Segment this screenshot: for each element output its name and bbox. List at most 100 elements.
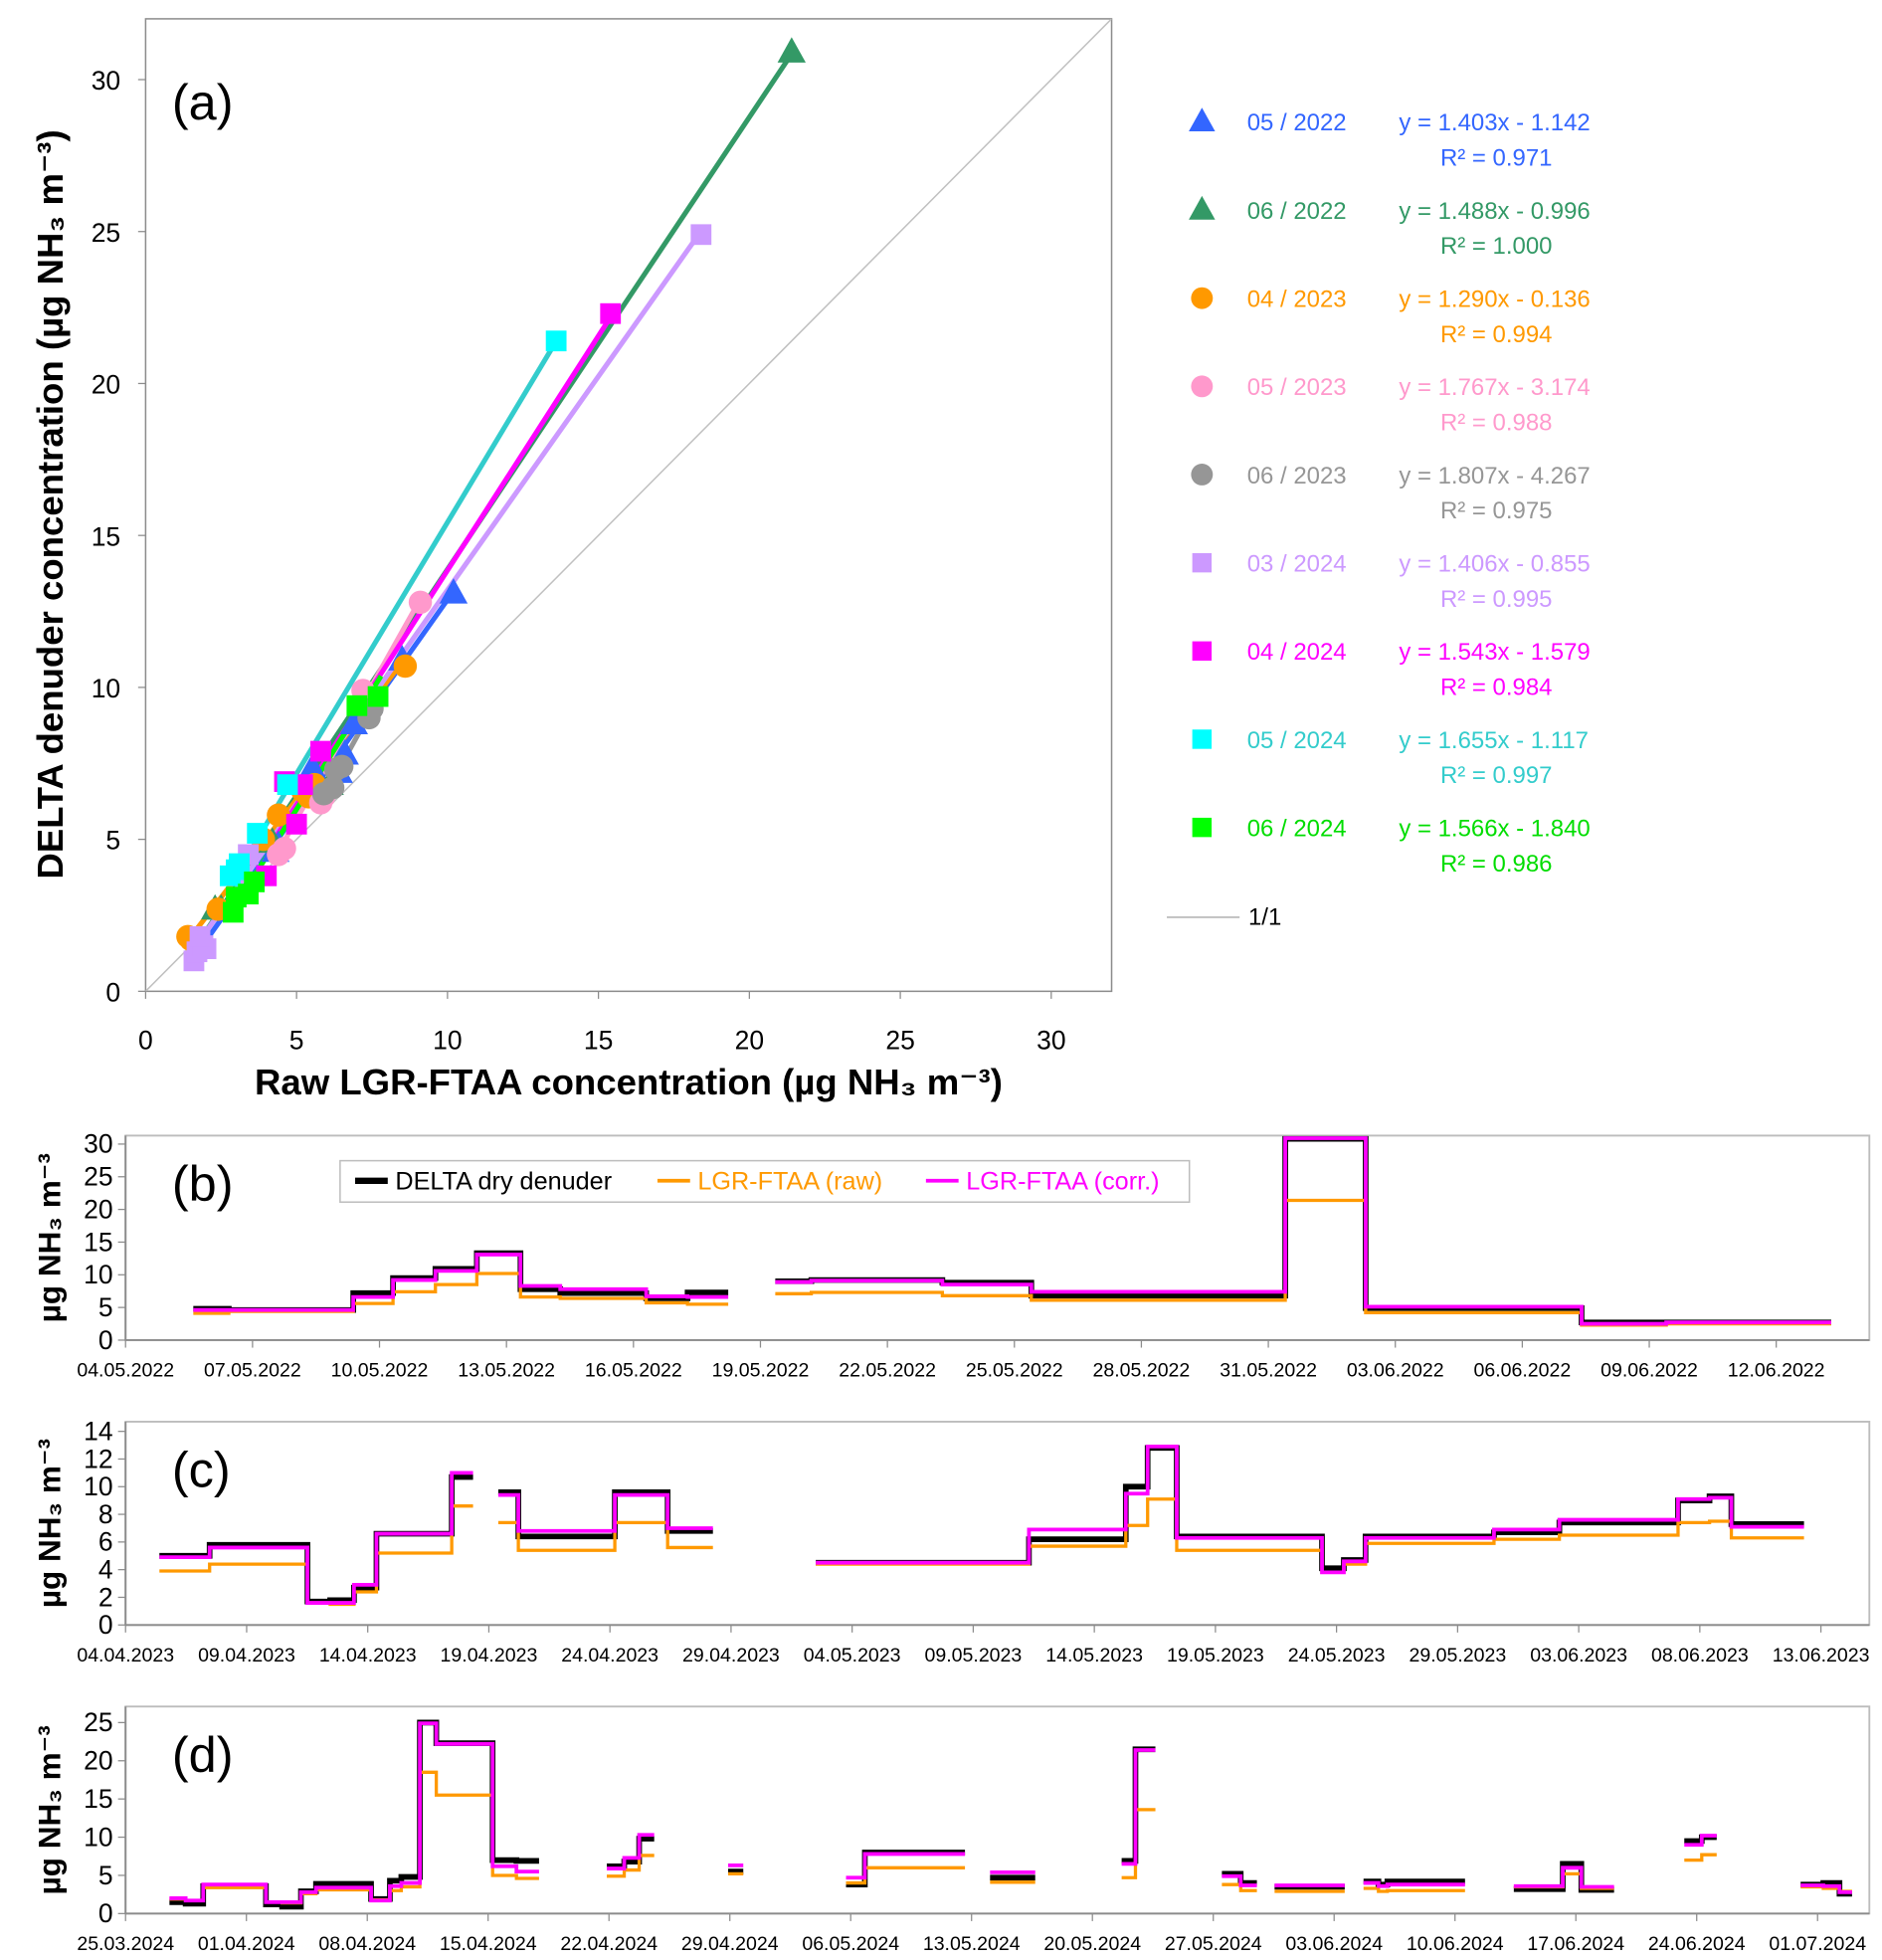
corr-step-line	[159, 1445, 1804, 1605]
legend-equation: y = 1.403x - 1.142	[1399, 109, 1590, 136]
data-point	[320, 775, 345, 800]
legend-equation: y = 1.655x - 1.117	[1399, 727, 1589, 754]
x-tick-label: 16.05.2022	[585, 1360, 682, 1382]
legend-entry: 05 / 2024 y = 1.655x - 1.117 R² = 0.997	[1192, 727, 1589, 789]
x-tick-label: 24.04.2023	[561, 1645, 659, 1666]
y-tick-label: 8	[98, 1499, 113, 1529]
legend-r-squared: R² = 0.995	[1440, 586, 1553, 613]
legend-period: 03 / 2024	[1247, 550, 1347, 577]
y-tick-label: 6	[98, 1527, 113, 1557]
legend-entry: 05 / 2022 y = 1.403x - 1.142 R² = 0.971	[1189, 107, 1591, 171]
square-legend-icon	[1192, 817, 1213, 838]
corr-step-line	[169, 1721, 1852, 1904]
y-tick-label: 25	[92, 218, 120, 248]
y-tick-label: 15	[92, 521, 120, 551]
series-corr	[169, 1721, 1852, 1904]
legend-r-squared: R² = 1.000	[1440, 233, 1553, 260]
data-point	[297, 754, 326, 780]
data-point	[267, 803, 290, 827]
series-corr	[159, 1445, 1804, 1605]
legend-entry-one-to-one: 1/1	[1167, 904, 1281, 931]
y-tick-label: 20	[84, 1746, 112, 1776]
legend-period: 05 / 2022	[1247, 109, 1347, 136]
x-tick-label: 27.05.2024	[1165, 1933, 1262, 1955]
legend-period: 05 / 2023	[1247, 374, 1347, 401]
data-point	[247, 823, 269, 844]
x-tick-label: 17.06.2024	[1527, 1933, 1624, 1955]
y-tick-label: 2	[98, 1582, 113, 1612]
x-tick-label: 06.06.2022	[1473, 1360, 1571, 1382]
y-axis-title: DELTA denuder concentration (µg NH₃ m⁻³)	[30, 129, 71, 879]
data-point	[346, 694, 368, 716]
x-tick-label: 04.04.2023	[77, 1645, 174, 1666]
x-tick-label: 25.03.2024	[77, 1933, 174, 1955]
x-tick-label: 24.05.2023	[1288, 1645, 1386, 1666]
x-tick-label: 15	[584, 1025, 613, 1055]
x-tick-label: 10.05.2022	[331, 1360, 429, 1382]
data-point	[273, 837, 296, 861]
x-tick-label: 01.07.2024	[1769, 1933, 1866, 1955]
timeseries-panel-d: 25.03.2024 01.04.2024 08.04.2024 15.04.2024…	[32, 1705, 1871, 1955]
x-tick-label: 5	[289, 1025, 304, 1055]
x-tick-label: 30	[1036, 1025, 1065, 1055]
data-point	[408, 590, 433, 615]
x-tick-label: 0	[138, 1025, 153, 1055]
x-axis-title: Raw LGR-FTAA concentration (µg NH₃ m⁻³)	[255, 1062, 1003, 1102]
legend: DELTA dry denuder LGR-FTAA (raw) LGR-FTAA …	[339, 1159, 1191, 1203]
y-axis-title: µg NH₃ m⁻³	[32, 1725, 68, 1894]
circle-legend-icon	[1191, 375, 1214, 398]
y-tick-label: 0	[105, 977, 120, 1007]
x-tick-label: 10	[433, 1025, 462, 1055]
legend-r-squared: R² = 0.971	[1440, 144, 1553, 171]
y-tick-label: 10	[84, 1822, 112, 1852]
circle-legend-icon	[1191, 464, 1214, 486]
y-tick-label: 14	[84, 1417, 112, 1447]
y-tick-label: 25	[84, 1707, 112, 1737]
legend-label: DELTA dry denuder	[395, 1168, 612, 1196]
data-point	[229, 853, 250, 875]
legend-r-squared: R² = 0.988	[1440, 409, 1553, 436]
y-tick-label: 12	[84, 1444, 112, 1473]
x-tick-label: 09.04.2023	[198, 1645, 295, 1666]
y-tick-label: 5	[105, 826, 120, 856]
panel-label: (b)	[172, 1155, 234, 1212]
x-tick-label: 29.05.2023	[1409, 1645, 1506, 1666]
legend-period: 06 / 2023	[1247, 463, 1347, 490]
legend-equation: y = 1.290x - 0.136	[1399, 286, 1590, 312]
circle-legend-icon	[1191, 287, 1214, 309]
y-tick-label: 10	[92, 674, 120, 703]
legend-period: 06 / 2024	[1247, 815, 1347, 842]
legend-label: LGR-FTAA (corr.)	[966, 1168, 1159, 1196]
x-tick-label: 24.06.2024	[1648, 1933, 1746, 1955]
y-tick-label: 0	[98, 1325, 113, 1355]
y-axis-title: µg NH₃ m⁻³	[32, 1439, 68, 1608]
legend-entry: 05 / 2023 y = 1.767x - 3.174 R² = 0.988	[1191, 374, 1591, 436]
x-tick-label: 03.06.2024	[1285, 1933, 1383, 1955]
points-05-2024	[219, 330, 567, 886]
corr-step-line	[193, 1136, 1831, 1326]
square-legend-icon	[1192, 641, 1213, 662]
data-point	[367, 686, 389, 707]
data-point	[310, 740, 331, 762]
legend-equation: y = 1.488x - 0.996	[1399, 198, 1590, 225]
x-tick-label: 04.05.2022	[77, 1360, 174, 1382]
x-tick-label: 19.05.2022	[712, 1360, 810, 1382]
x-tick-label: 15.04.2024	[440, 1933, 537, 1955]
data-point	[777, 37, 807, 63]
legend-period: 04 / 2023	[1247, 286, 1347, 312]
panel-label: (a)	[172, 74, 234, 130]
data-point	[244, 871, 266, 892]
legend-box	[339, 1159, 1191, 1203]
triangle-legend-icon	[1189, 107, 1216, 132]
y-tick-label: 10	[84, 1471, 112, 1501]
legend-period: 06 / 2022	[1247, 198, 1347, 225]
x-tick-label: 01.04.2024	[198, 1933, 295, 1955]
x-tick-label: 19.04.2023	[441, 1645, 538, 1666]
legend-entry: 06 / 2022 y = 1.488x - 0.996 R² = 1.000	[1189, 195, 1591, 260]
x-tick-label: 09.06.2022	[1600, 1360, 1698, 1382]
legend-period: 04 / 2024	[1247, 639, 1347, 666]
y-tick-label: 30	[84, 1129, 112, 1159]
y-tick-label: 0	[98, 1898, 113, 1928]
x-tick-label: 07.05.2022	[204, 1360, 301, 1382]
